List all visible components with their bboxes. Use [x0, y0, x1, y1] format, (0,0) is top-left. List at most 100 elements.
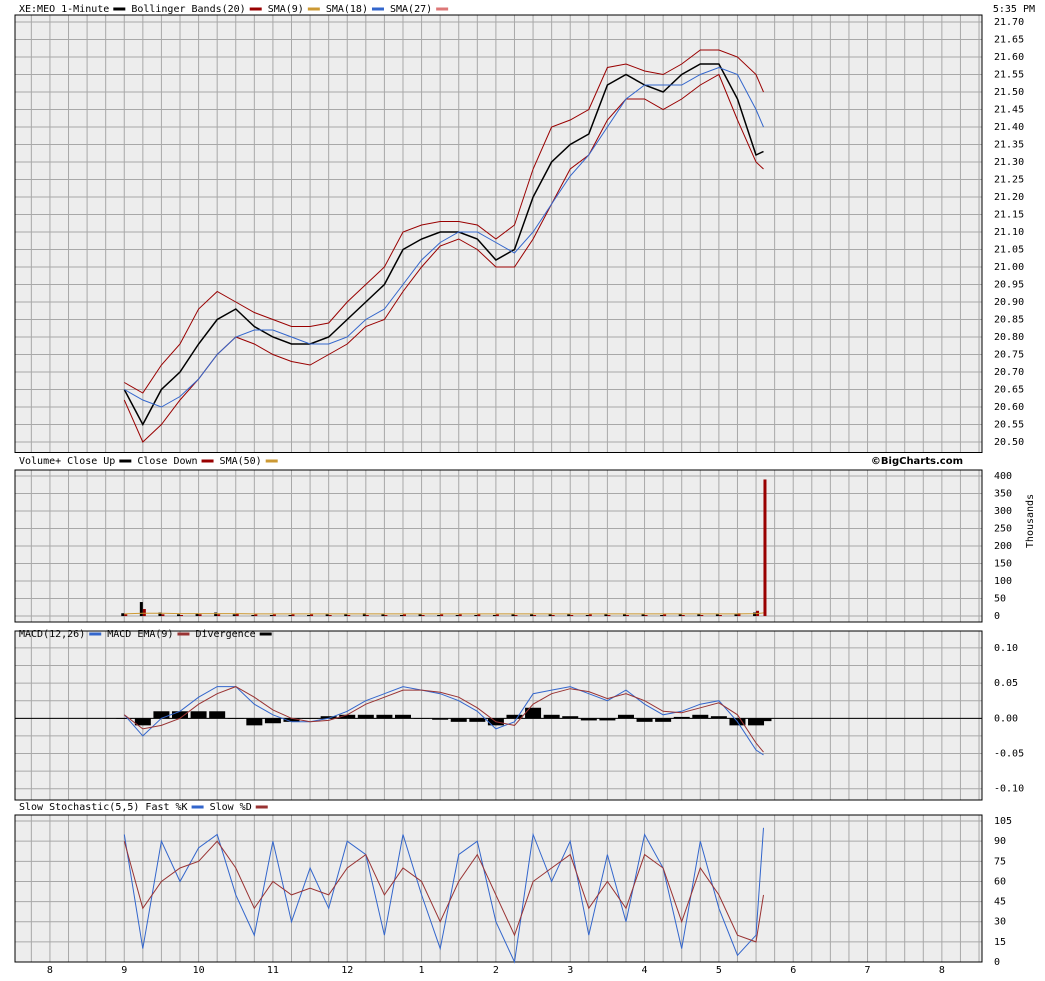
panel-frame — [14, 469, 983, 623]
divergence-bar — [172, 711, 189, 719]
y-tick-label: 60 — [994, 876, 1006, 887]
volume-bar — [678, 614, 682, 617]
volume-bar — [763, 479, 767, 617]
y-tick-label: 21.20 — [994, 192, 1024, 203]
volume-bar — [421, 614, 425, 617]
y-tick-label: 21.25 — [994, 175, 1024, 186]
volume-bar — [325, 614, 329, 617]
legend-swatch — [119, 459, 132, 463]
volume-bar — [585, 614, 589, 617]
y-tick-label: 20.50 — [994, 437, 1024, 448]
volume-bar — [347, 614, 351, 617]
volume-bar — [511, 614, 515, 617]
y-tick-label: 75 — [994, 856, 1006, 867]
volume-bar — [718, 614, 722, 617]
y-tick-label: 21.65 — [994, 35, 1024, 46]
legend-swatch — [177, 632, 190, 636]
divergence-bar — [469, 718, 486, 722]
legend-swatch — [436, 7, 449, 11]
legend-label: SMA(9) — [268, 4, 304, 15]
watermark: ©BigCharts.com — [871, 456, 963, 467]
volume-bar — [455, 614, 459, 617]
y-tick-label: 21.40 — [994, 122, 1024, 133]
volume-bar — [514, 614, 518, 617]
series-line — [124, 66, 764, 408]
legend-label: Fast %K — [145, 802, 187, 813]
volume-bar — [697, 614, 701, 617]
y-tick-label: 20.70 — [994, 367, 1024, 378]
volume-bar — [124, 614, 128, 617]
volume-bar — [139, 602, 143, 617]
legend-swatch — [201, 459, 214, 463]
divergence-bar — [339, 714, 356, 719]
volume-bar — [307, 614, 311, 617]
volume-bar — [180, 614, 184, 617]
legend-swatch — [255, 805, 268, 809]
divergence-bar — [376, 714, 393, 719]
x-tick-label: 3 — [567, 965, 573, 976]
legend-label: Close Up — [67, 456, 115, 467]
y-tick-label: 50 — [994, 594, 1006, 605]
legend-swatch — [191, 805, 204, 809]
y-tick-label: 21.60 — [994, 52, 1024, 63]
divergence-bar — [580, 718, 597, 721]
divergence-bar — [636, 718, 653, 722]
volume-bar — [715, 614, 719, 617]
upper-band — [124, 49, 764, 394]
legend-swatch — [307, 7, 320, 11]
x-tick-label: 8 — [939, 965, 945, 976]
y-tick-label: 250 — [994, 523, 1012, 534]
y-tick-label: 21.15 — [994, 210, 1024, 221]
volume-bar — [214, 612, 218, 617]
volume-bar — [700, 614, 704, 617]
series-line — [123, 840, 764, 943]
divergence-bar — [283, 718, 300, 722]
volume-bar — [384, 614, 388, 617]
y-tick-label: 150 — [994, 559, 1012, 570]
divergence-bar — [562, 716, 579, 719]
volume-bar — [198, 614, 202, 617]
y-tick-label: 15 — [994, 937, 1006, 948]
volume-bar — [604, 614, 608, 617]
divergence-bar — [543, 714, 560, 719]
x-tick-label: 4 — [642, 965, 648, 976]
y-tick-label: 350 — [994, 488, 1012, 499]
y-tick-label: 0 — [994, 957, 1000, 968]
volume-bar — [660, 614, 664, 617]
volume-bar — [641, 614, 645, 617]
volume-bar — [588, 614, 592, 617]
divergence-bar — [599, 718, 616, 721]
volume-bar — [158, 612, 162, 617]
volume-bar — [753, 612, 757, 617]
x-tick-label: 10 — [193, 965, 205, 976]
legend-swatch — [265, 459, 278, 463]
divergence-bar — [617, 714, 634, 719]
series-line — [123, 686, 764, 756]
divergence-bar — [525, 707, 542, 719]
volume-bar — [142, 609, 146, 617]
y-tick-label: 21.35 — [994, 140, 1024, 151]
volume-bar — [644, 614, 648, 617]
divergence-bar — [357, 714, 374, 719]
divergence-bar — [302, 718, 319, 719]
legend-label: Divergence — [195, 629, 255, 640]
y-tick-label: 20.90 — [994, 297, 1024, 308]
volume-bar — [381, 614, 385, 617]
legend-swatch — [89, 632, 102, 636]
divergence-bar — [710, 716, 727, 719]
divergence-bar — [227, 718, 244, 719]
volume-bar — [418, 614, 422, 617]
volume-bar — [567, 614, 571, 617]
volume-bar — [440, 614, 444, 617]
divergence-bar — [432, 718, 449, 720]
y-tick-label: 100 — [994, 576, 1012, 587]
y-tick-label: 0.10 — [994, 643, 1018, 654]
divergence-bar — [394, 714, 411, 719]
y-tick-label: 20.85 — [994, 315, 1024, 326]
legend-swatch — [259, 632, 272, 636]
volume-bar — [734, 614, 738, 617]
y-tick-label: 20.60 — [994, 402, 1024, 413]
volume-bar — [310, 614, 314, 617]
series-line — [123, 686, 764, 753]
